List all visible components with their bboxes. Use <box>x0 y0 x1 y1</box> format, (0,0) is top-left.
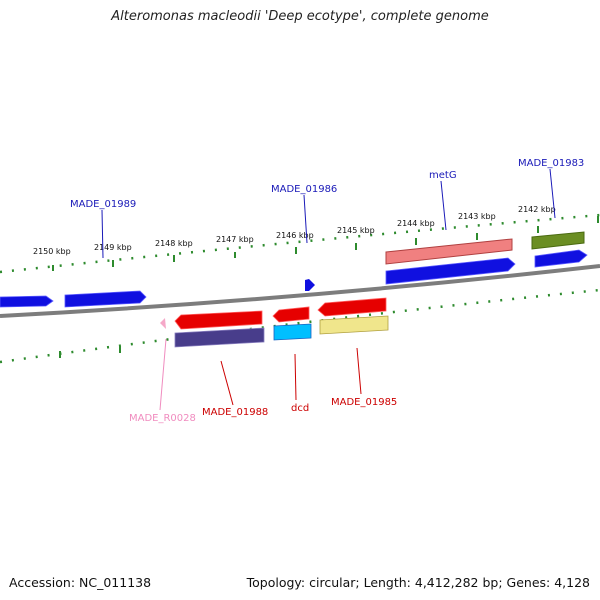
scale-label: 2147 kbp <box>216 235 254 244</box>
gene-rect-cyan <box>273 323 312 341</box>
map-title: Alteromonas macleodii 'Deep ecotype', co… <box>111 9 489 24</box>
gene-rect-yellow <box>319 315 389 335</box>
callout-lines <box>101 168 556 411</box>
gene-label-made-01985: MADE_01985 <box>331 397 397 408</box>
gene-arrow-olive <box>531 231 585 250</box>
gene-arrow-blue-large <box>385 257 516 285</box>
genome-meta-text: Topology: circular; Length: 4,412,282 bp… <box>246 575 590 590</box>
gene-label-dcd: dcd <box>291 403 309 414</box>
gene-arrow-red-made01985 <box>317 297 387 317</box>
gene-label-made-01986: MADE_01986 <box>271 184 337 195</box>
gene-label-made-01989: MADE_01989 <box>70 199 136 210</box>
scale-label: 2143 kbp <box>458 212 496 221</box>
accession-text: Accession: NC_011138 <box>9 575 152 590</box>
scale-label: 2146 kbp <box>276 231 314 240</box>
gene-label-made-01983: MADE_01983 <box>518 158 584 169</box>
outer-scale-ring <box>0 213 600 274</box>
gene-label-made-r0028: MADE_R0028 <box>129 413 196 424</box>
scale-label: 2150 kbp <box>33 247 71 256</box>
scale-labels: 2150 kbp 2149 kbp 2148 kbp 2147 kbp 2146… <box>33 205 556 256</box>
gene-label-metg: metG <box>429 170 457 181</box>
gene-label-made-01988: MADE_01988 <box>202 407 268 418</box>
reverse-genes <box>160 297 389 348</box>
scale-label: 2144 kbp <box>397 219 435 228</box>
inner-scale-ring <box>0 288 600 364</box>
gene-arrow-metg <box>385 238 513 265</box>
scale-label: 2145 kbp <box>337 226 375 235</box>
gene-arrow-red-dcd <box>272 306 310 323</box>
genome-backbone <box>0 264 600 318</box>
scale-label: 2148 kbp <box>155 239 193 248</box>
forward-genes <box>0 231 588 308</box>
gene-arrow-blue <box>0 295 54 308</box>
scale-label: 2149 kbp <box>94 243 132 252</box>
gene-arrow-blue <box>64 290 147 308</box>
gene-rect-purple <box>174 327 265 348</box>
gene-arrow-blue-small <box>305 279 315 291</box>
gene-arrow-red <box>174 310 263 330</box>
outer-major-ticks <box>52 216 599 271</box>
scale-label: 2142 kbp <box>518 205 556 214</box>
gene-arrow-blue-right <box>534 249 588 268</box>
gene-arrow-pink <box>160 318 166 329</box>
